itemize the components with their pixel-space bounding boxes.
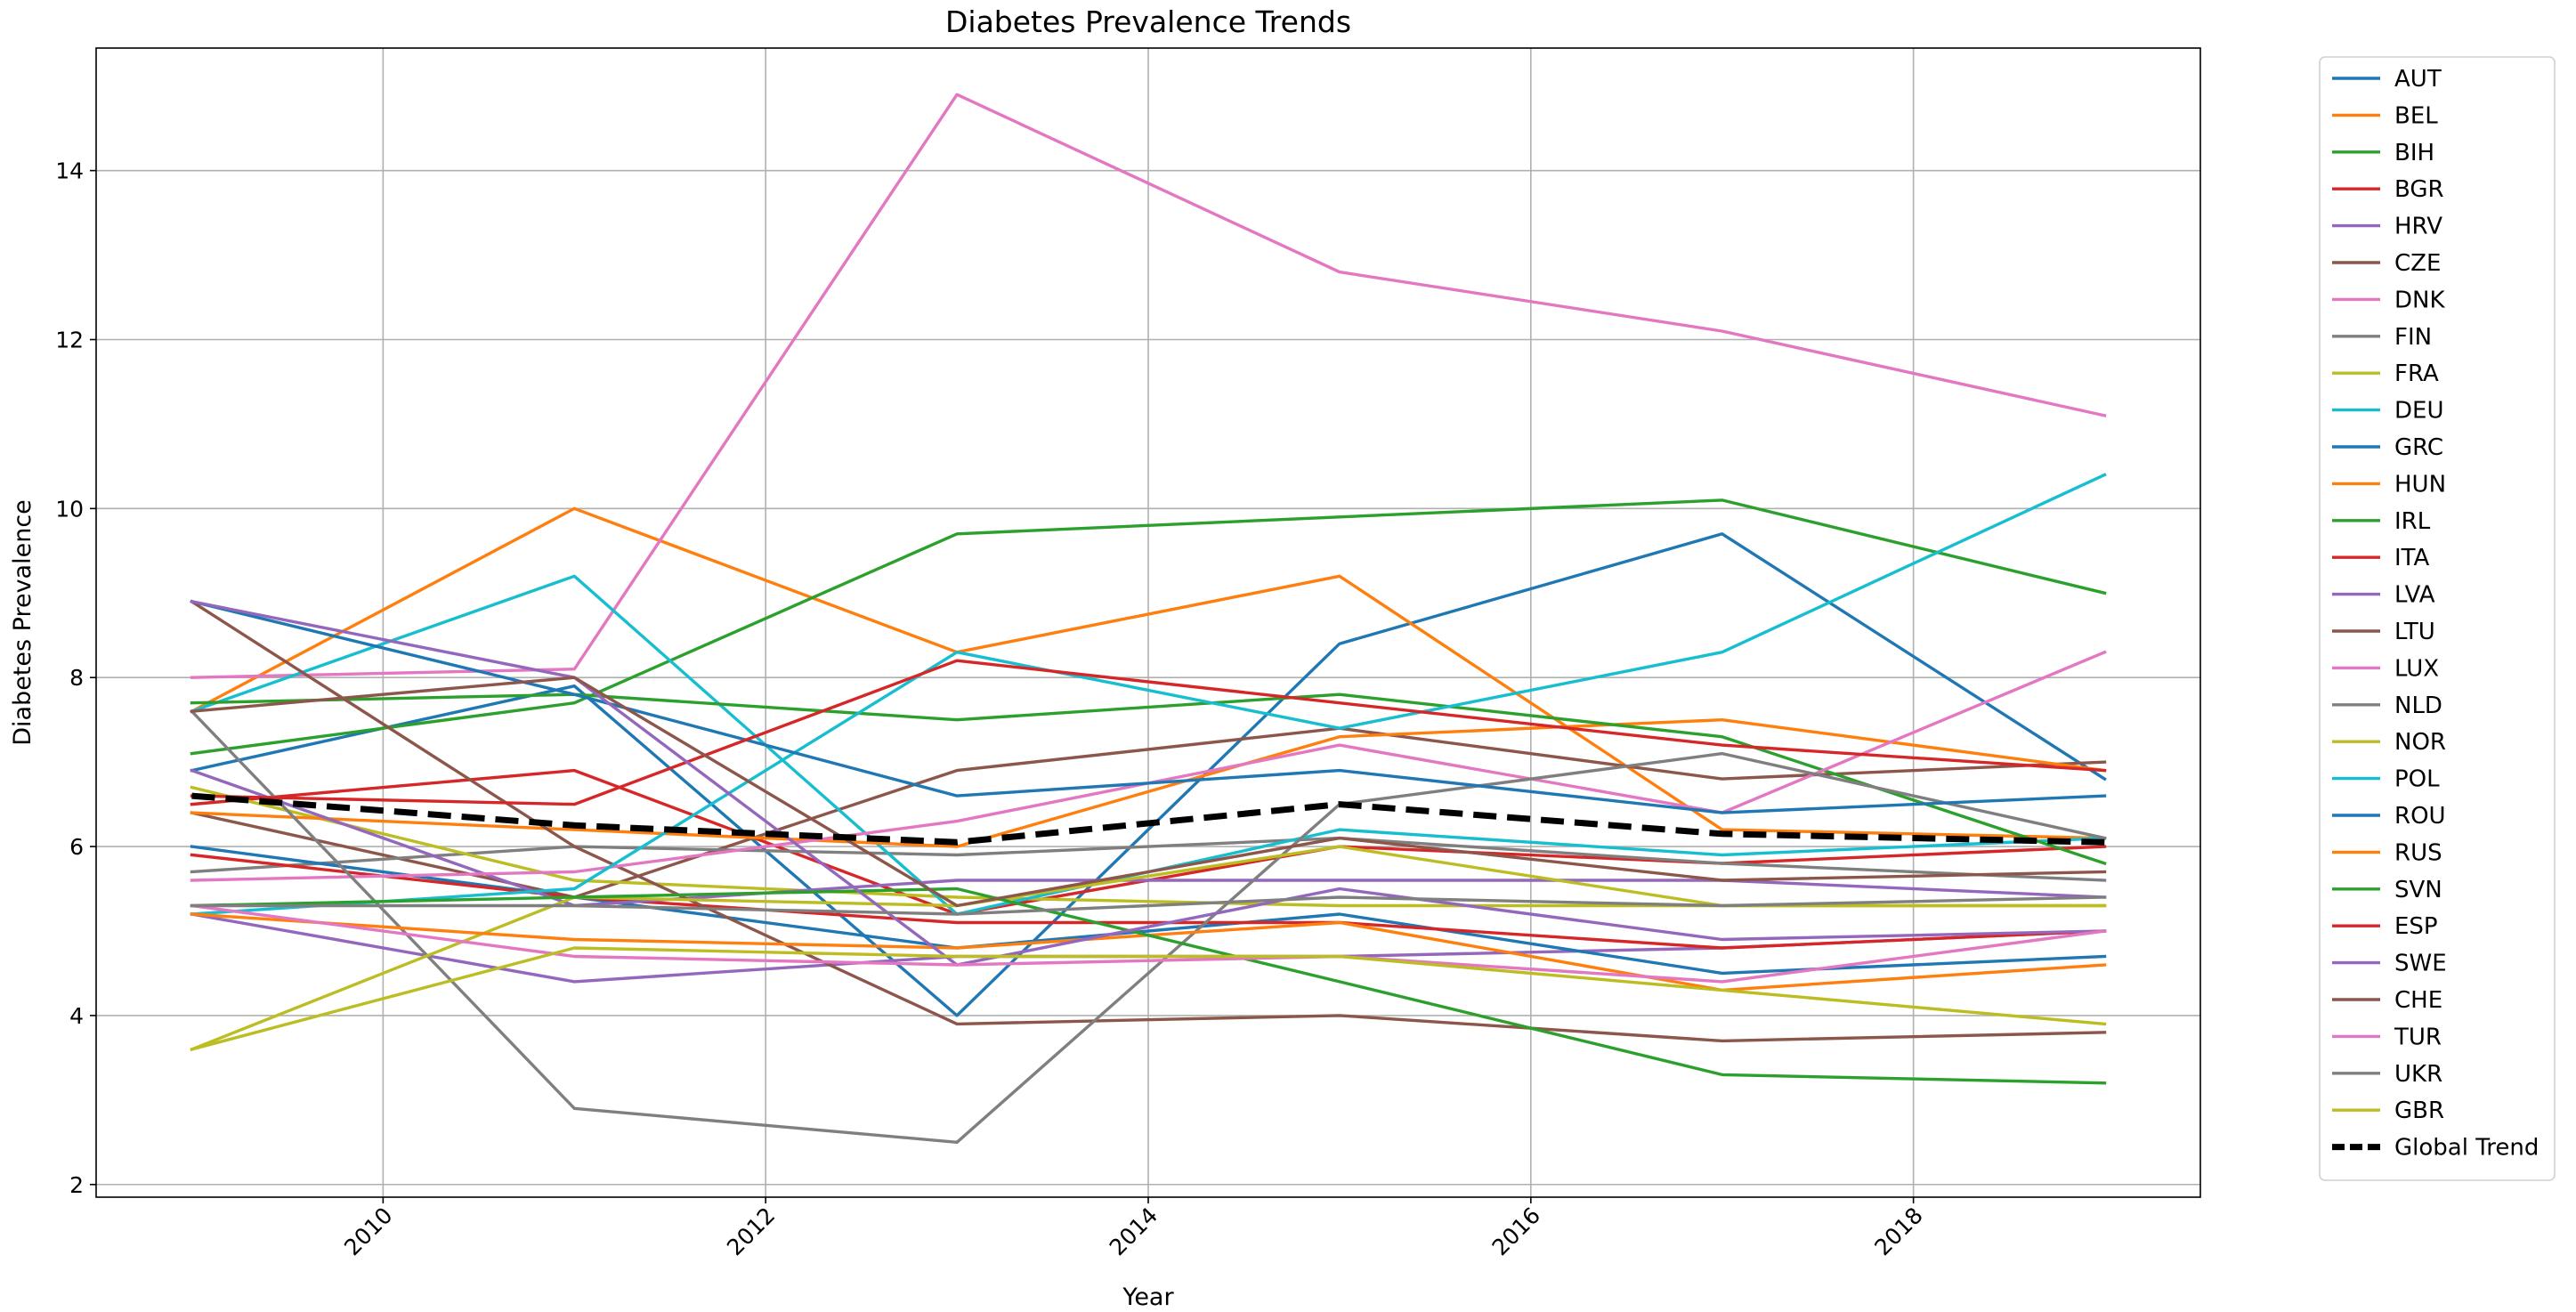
legend-label: NOR [2394, 729, 2446, 756]
series-line-che [190, 676, 2107, 908]
legend-label: LVA [2394, 582, 2435, 609]
series-line-nld [190, 709, 2107, 1145]
legend-label: ITA [2394, 545, 2430, 571]
chart-title: Diabetes Prevalence Trends [945, 4, 1351, 39]
series-line-global-trend [191, 792, 2105, 846]
series-line-bih [190, 498, 2107, 756]
series-line-fin [190, 836, 2107, 882]
series-line-gbr [190, 946, 2107, 1051]
legend-label: SVN [2394, 877, 2442, 903]
series-line-bel [190, 506, 2107, 840]
series-line-aut [190, 532, 2107, 1017]
legend-label: BIH [2394, 140, 2434, 166]
legend-label: LUX [2394, 655, 2439, 682]
legend-label: NLD [2394, 692, 2442, 719]
legend-label: ESP [2394, 913, 2438, 940]
legend-label: Global Trend [2394, 1135, 2539, 1162]
series-line-esp [190, 659, 2107, 806]
legend-label: CZE [2394, 250, 2441, 277]
y-tick-label: 8 [69, 665, 84, 691]
legend-label: ROU [2394, 803, 2446, 830]
legend-label: TUR [2394, 1024, 2442, 1050]
y-axis-ticks: 2 4 6 8 10 12 14 [55, 158, 96, 1198]
series-line-hun [190, 718, 2107, 848]
y-tick-label: 12 [55, 327, 84, 352]
legend-label: GBR [2394, 1097, 2444, 1124]
series-line-svn [190, 887, 2107, 1085]
series-line-tur [190, 903, 2107, 984]
series-line-pol [190, 473, 2107, 916]
series-line-irl [190, 692, 2107, 866]
legend-label: SWE [2394, 951, 2447, 977]
legend-label: BEL [2394, 102, 2438, 129]
y-axis-label: Diabetes Prevalence [9, 499, 36, 746]
series-line-lva [190, 768, 2107, 908]
legend-label: LTU [2394, 619, 2435, 645]
legend-label: UKR [2394, 1061, 2442, 1088]
series-lines [190, 93, 2107, 1145]
legend-label: FRA [2394, 360, 2439, 387]
series-line-ltu [190, 599, 2107, 1043]
legend-frame [2319, 56, 2556, 1181]
legend-label: HUN [2394, 471, 2446, 498]
legend-label: BGR [2394, 176, 2444, 203]
y-tick-label: 6 [69, 834, 84, 860]
y-tick-label: 4 [69, 1003, 84, 1029]
legend-label: FIN [2394, 324, 2432, 351]
legend-label: DNK [2394, 287, 2445, 313]
grid-lines [96, 48, 2200, 1197]
legend: AUT BEL BIH BGR HRV CZE DNK FIN FRA DEU GRC HUN IRL I… [2319, 56, 2556, 1181]
y-tick-label: 2 [69, 1172, 84, 1198]
legend-label: HRV [2394, 214, 2442, 240]
series-line-ita [190, 853, 2107, 950]
series-line-dnk [190, 93, 2107, 679]
series-line-rou [190, 599, 2107, 814]
legend-label: GRC [2394, 434, 2443, 461]
legend-label: RUS [2394, 839, 2442, 866]
x-axis-label: Year [1122, 1284, 1174, 1311]
y-tick-label: 10 [55, 496, 84, 522]
y-tick-label: 14 [55, 158, 84, 184]
legend-label: CHE [2394, 987, 2442, 1014]
series-line-ukr [190, 895, 2107, 916]
legend-label: POL [2394, 766, 2440, 793]
legend-label: AUT [2394, 66, 2442, 93]
series-line-swe [190, 599, 2107, 967]
legend-label: DEU [2394, 398, 2443, 425]
legend-label: IRL [2394, 508, 2431, 535]
